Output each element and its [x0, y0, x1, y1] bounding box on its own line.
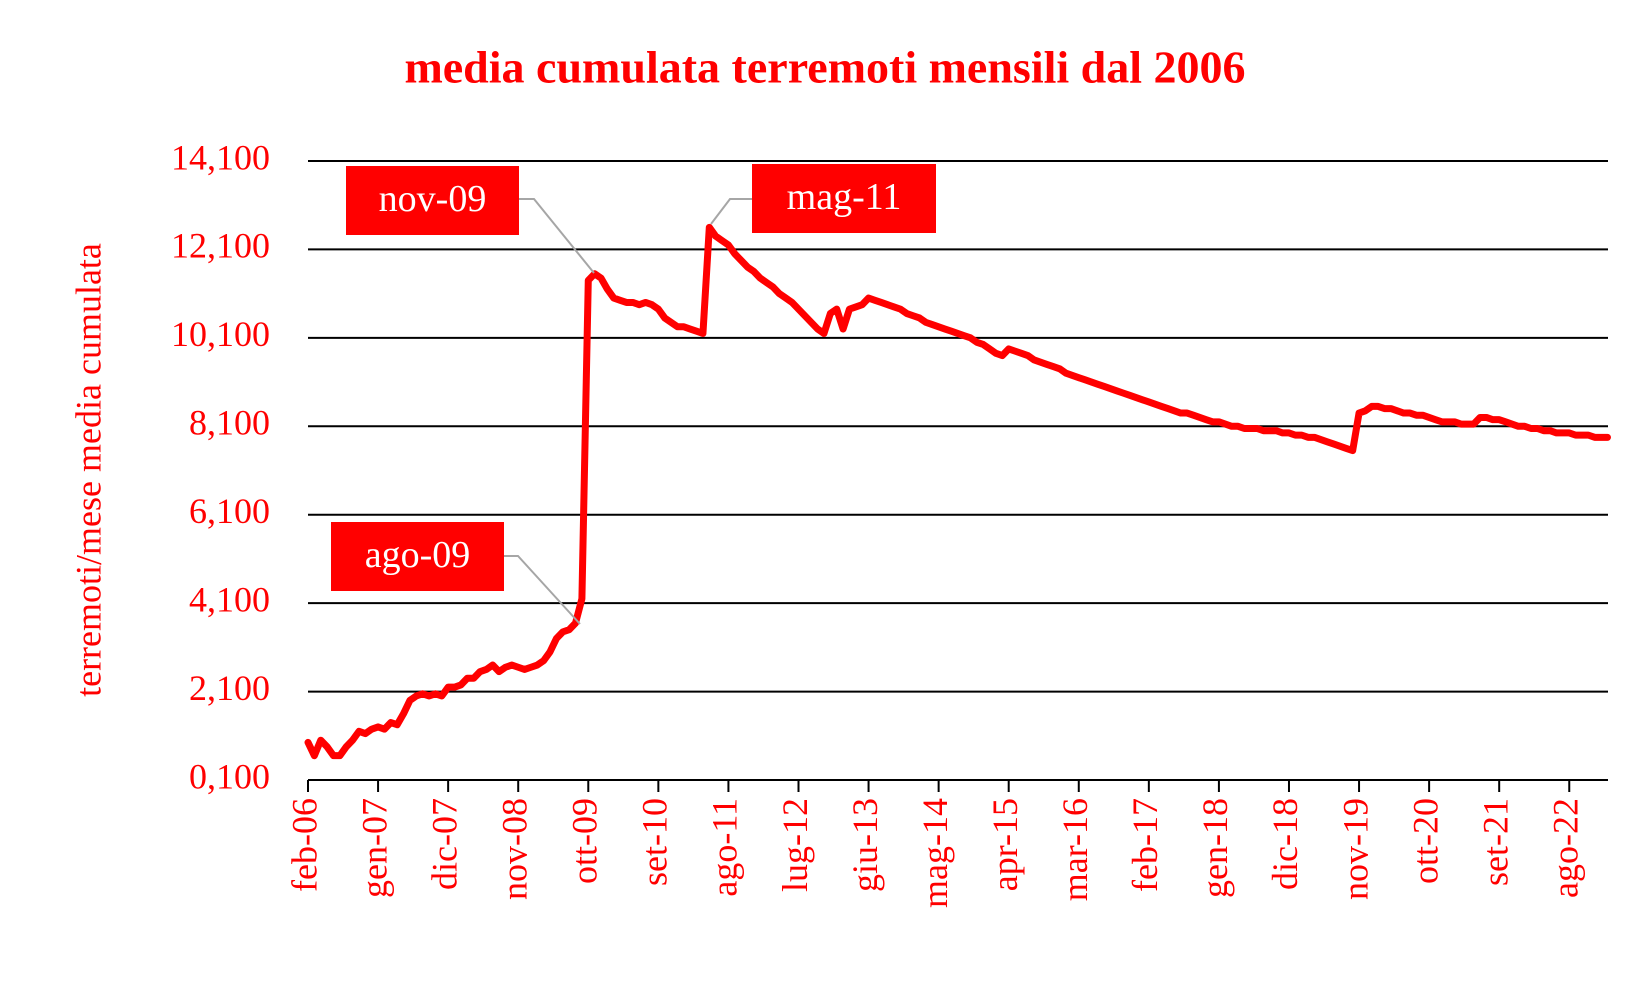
annotation-label: nov-09: [379, 178, 487, 220]
annotation-label: mag-11: [787, 176, 902, 218]
y-tick-label: 6,100: [189, 491, 270, 531]
x-tick-label: dic-07: [424, 798, 464, 890]
annotation-box: [331, 522, 504, 591]
annotation-box: [752, 164, 936, 233]
x-tick-label: ago-22: [1546, 798, 1586, 898]
x-tick-label: mag-14: [915, 798, 955, 908]
x-tick-label: lug-12: [775, 798, 815, 892]
x-tick-label: set-21: [1475, 798, 1515, 886]
x-tick-label: ago-11: [705, 798, 745, 897]
x-tick-label: nov-08: [494, 798, 534, 900]
y-tick-label: 0,100: [189, 756, 270, 796]
annotation-leader: [504, 555, 581, 625]
annotation-label: ago-09: [365, 534, 471, 576]
x-tick-label: nov-19: [1335, 798, 1375, 900]
x-tick-label: ott-20: [1405, 798, 1445, 884]
y-tick-label: 14,100: [171, 137, 270, 177]
y-tick-label: 2,100: [189, 668, 270, 708]
x-tick-label: set-10: [635, 798, 675, 886]
x-tick-label: gen-07: [354, 798, 394, 898]
x-tick-label: giu-13: [845, 798, 885, 892]
y-tick-label: 4,100: [189, 579, 270, 619]
x-tick-label: gen-18: [1195, 798, 1235, 898]
annotation-leader: [710, 198, 752, 225]
y-axis-label: terremoti/mese media cumulata: [68, 243, 108, 697]
x-tick-label: apr-15: [985, 798, 1025, 891]
x-tick-label: mar-16: [1055, 798, 1095, 901]
x-tick-label: ott-09: [565, 798, 605, 884]
y-tick-label: 8,100: [189, 403, 270, 443]
x-tick-label: feb-06: [284, 798, 324, 892]
y-tick-label: 10,100: [171, 314, 270, 354]
annotation-leader: [519, 198, 595, 274]
x-tick-label: dic-18: [1265, 798, 1305, 890]
x-tick-label: feb-17: [1125, 798, 1165, 892]
data-line: [304, 223, 1611, 760]
chart-title: media cumulata terremoti mensili dal 200…: [404, 42, 1245, 93]
annotation-box: [346, 166, 519, 235]
y-tick-label: 12,100: [171, 226, 270, 266]
